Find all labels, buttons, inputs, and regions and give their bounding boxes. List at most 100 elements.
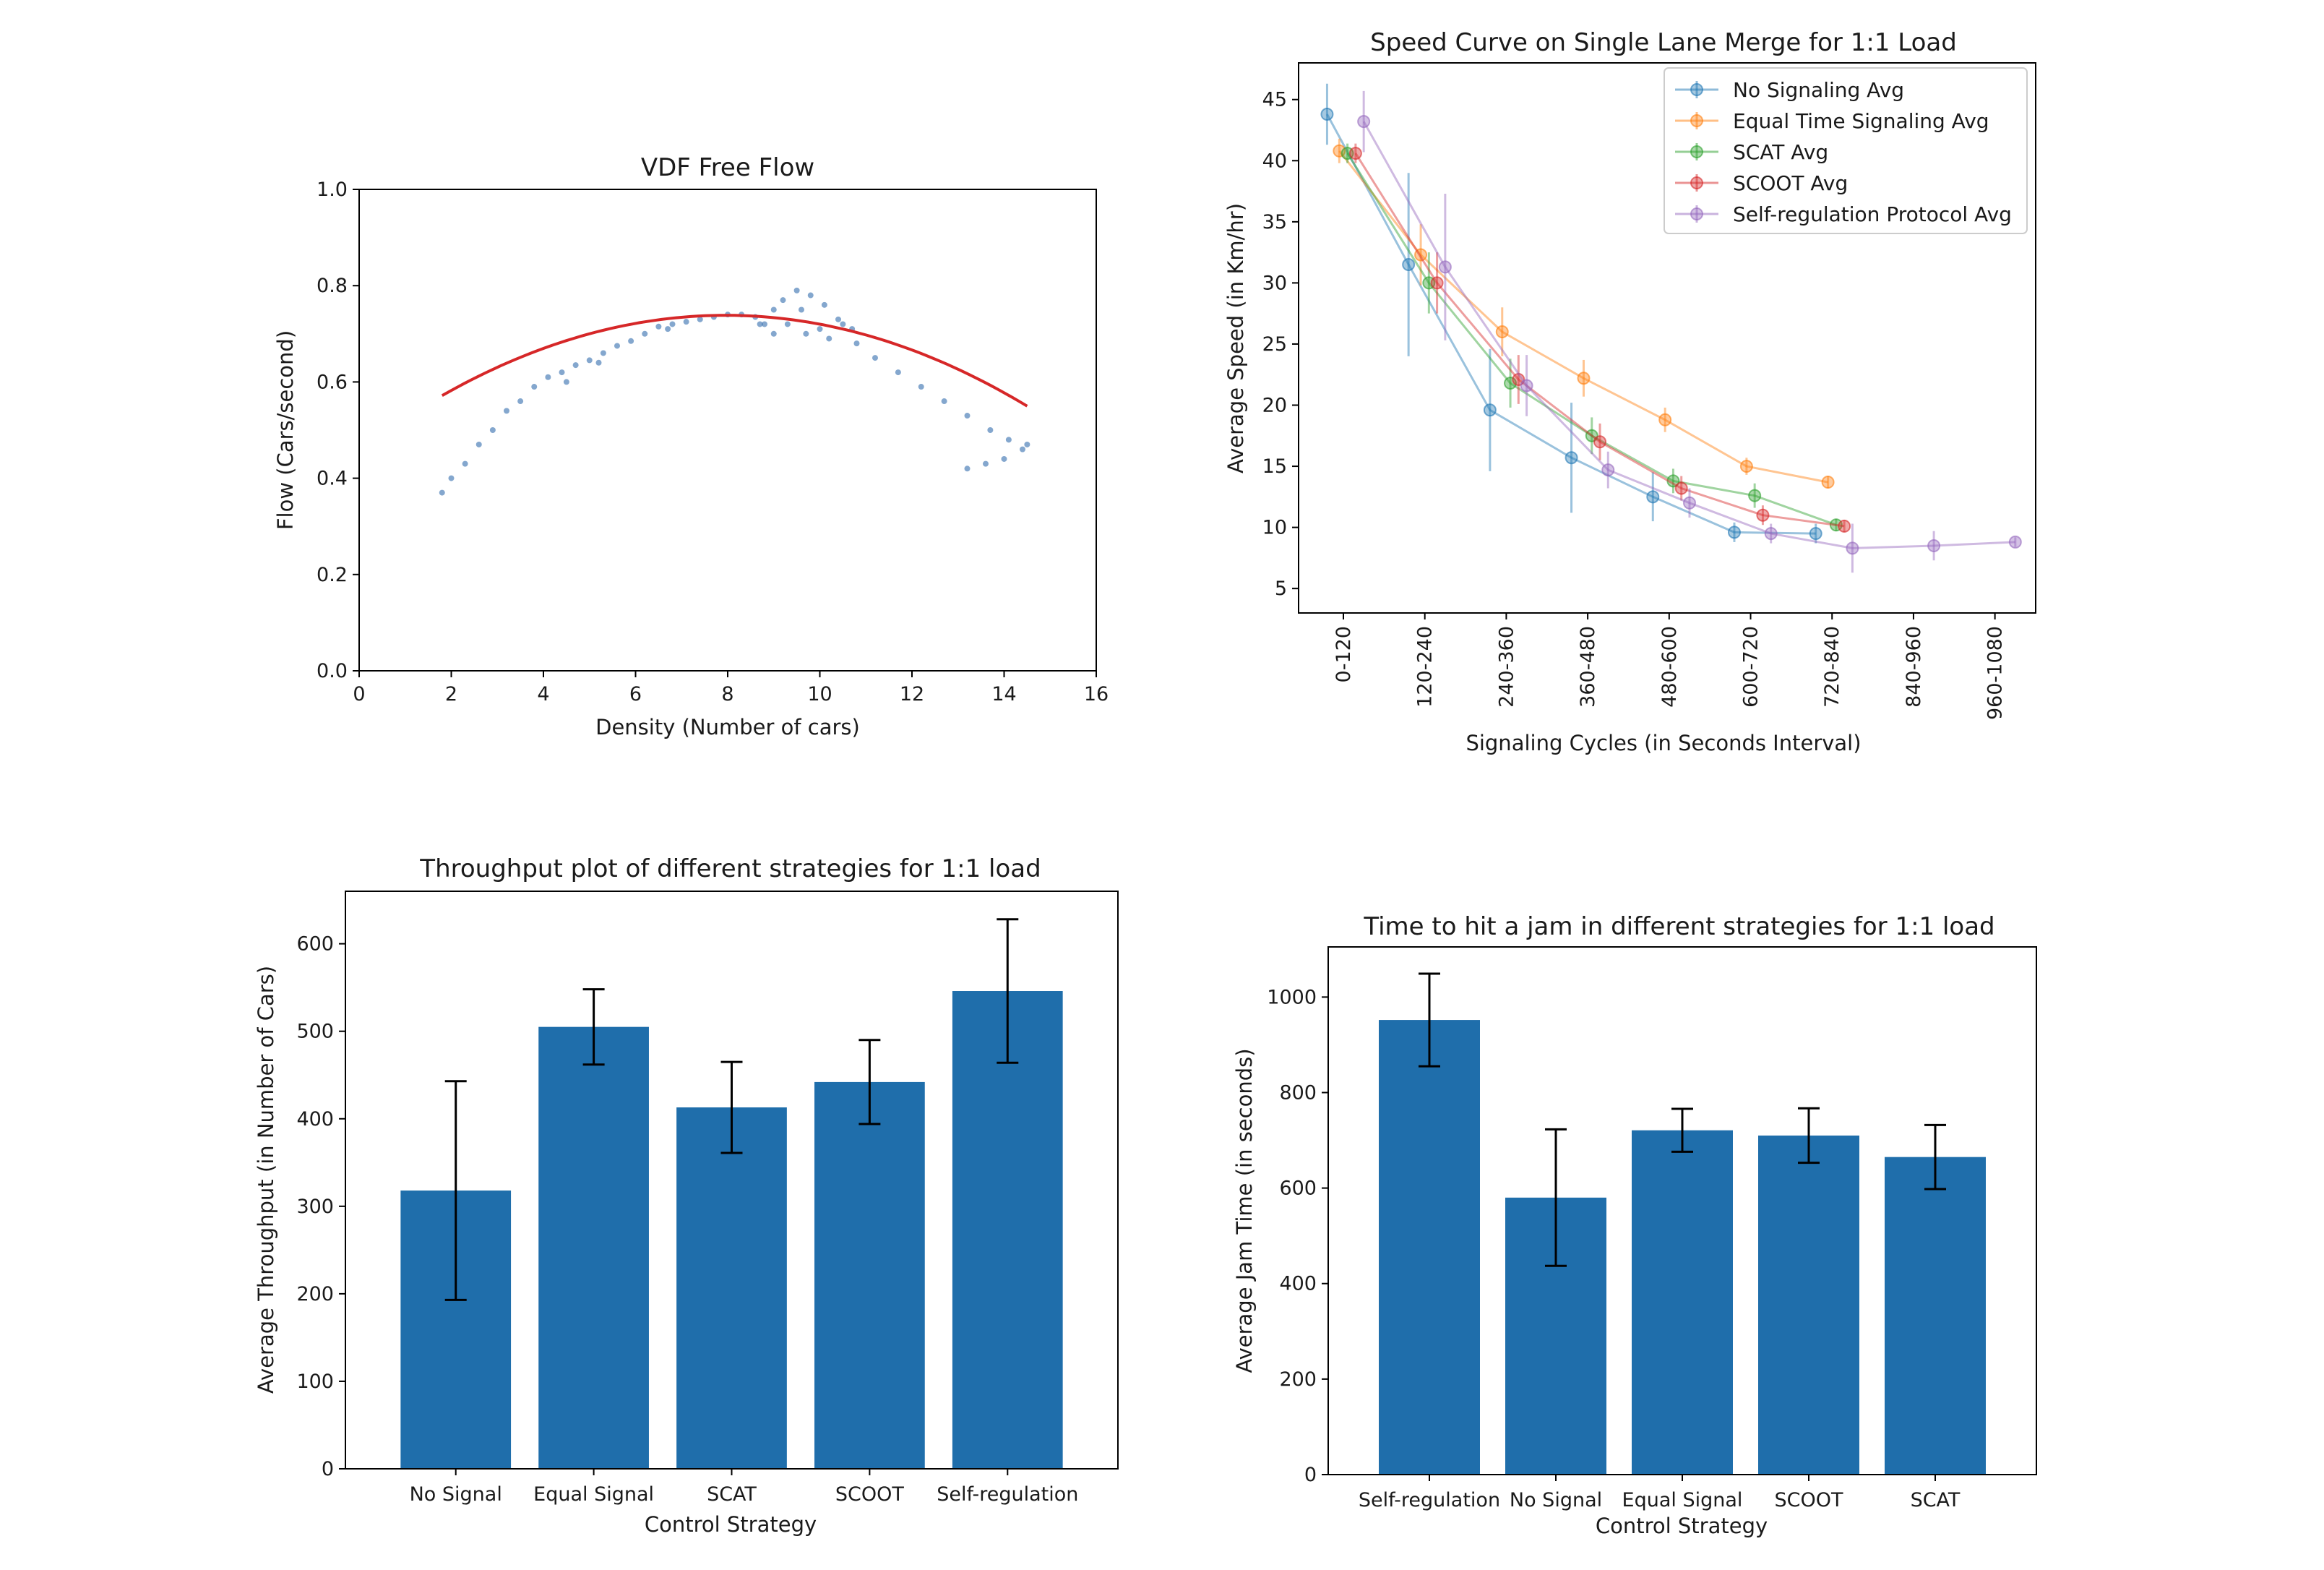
- speed-data-point: [1846, 541, 1859, 555]
- vdf-data-point: [770, 330, 777, 337]
- speed-legend-marker: [1690, 207, 1703, 220]
- vdf-chart: VDF Free Flow 0 2 4 6 8 10 12 14 16 0.0 0.2 0.4 0.6 0…: [273, 153, 1109, 739]
- vdf-data-point: [563, 379, 569, 385]
- speed-chart: Speed Curve on Single Lane Merge for 1:1…: [1223, 28, 2036, 755]
- speed-xtick-label: 0-120: [1333, 626, 1355, 682]
- speed-ytick-label: 20: [1262, 395, 1287, 417]
- speed-xtick-label: 960-1080: [1984, 626, 2007, 720]
- vdf-ytick-label: 1.0: [317, 179, 348, 201]
- vdf-data-point: [1020, 446, 1025, 452]
- jam-xtick-label: SCAT: [1911, 1489, 1961, 1511]
- vdf-data-point: [918, 384, 924, 390]
- speed-data-point: [1658, 413, 1672, 426]
- vdf-data-point: [983, 460, 989, 467]
- jam-bar: [1632, 1130, 1733, 1475]
- speed-legend-item: SCAT Avg: [1675, 140, 1828, 164]
- speed-ytick-label: 5: [1275, 578, 1287, 600]
- speed-data-point: [1646, 490, 1660, 504]
- speed-legend-label: No Signaling Avg: [1733, 78, 1904, 102]
- vdf-data-point: [669, 321, 676, 327]
- throughput-bar: [538, 1026, 649, 1469]
- jam-xlabel: Control Strategy: [1596, 1514, 1768, 1538]
- speed-series-line: [1346, 153, 1837, 526]
- vdf-data-point: [807, 292, 814, 299]
- speed-data-point: [1764, 527, 1778, 541]
- speed-legend-item: Equal Time Signaling Avg: [1675, 109, 1989, 133]
- speed-data-point: [1809, 527, 1822, 541]
- throughput-xtick-label: Self-regulation: [937, 1483, 1078, 1506]
- jam-xtick-label: No Signal: [1510, 1489, 1602, 1511]
- throughput-title: Throughput plot of different strategies …: [419, 854, 1041, 883]
- speed-data-point: [1320, 108, 1334, 121]
- speed-ytick-label: 15: [1262, 455, 1287, 478]
- vdf-data-point: [655, 323, 662, 330]
- vdf-data-point: [517, 398, 524, 405]
- throughput-ytick-label: 200: [296, 1283, 334, 1305]
- jam-ylabel: Average Jam Time (in seconds): [1232, 1048, 1257, 1373]
- vdf-data-point: [964, 413, 971, 419]
- vdf-data-point: [964, 466, 971, 472]
- speed-data-point: [1748, 489, 1762, 502]
- speed-data-point: [1430, 276, 1444, 290]
- vdf-ytick-label: 0.6: [317, 371, 348, 393]
- vdf-data-point: [462, 460, 468, 467]
- jam-bar: [1885, 1157, 1986, 1475]
- speed-data-point: [1357, 115, 1371, 129]
- vdf-ytick-label: 0.0: [317, 660, 348, 682]
- jam-ytick-label: 400: [1279, 1273, 1317, 1295]
- speed-legend-marker: [1690, 176, 1703, 189]
- vdf-data-point: [600, 350, 606, 356]
- vdf-data-point: [835, 316, 841, 322]
- speed-xtick-label: 240-360: [1495, 626, 1518, 708]
- jam-bar: [1758, 1135, 1859, 1475]
- speed-xtick-label: 120-240: [1414, 626, 1437, 708]
- jam-xtick-label: SCOOT: [1775, 1489, 1843, 1511]
- vdf-data-point: [1024, 441, 1030, 447]
- throughput-plot-frame: [345, 891, 1119, 1470]
- vdf-data-point: [665, 326, 671, 333]
- vdf-xtick-label: 4: [537, 683, 549, 705]
- vdf-plot-frame: [358, 189, 1097, 672]
- speed-legend-item: Self-regulation Protocol Avg: [1675, 202, 2012, 226]
- throughput-xlabel: Control Strategy: [645, 1512, 817, 1537]
- vdf-data-point: [821, 301, 827, 308]
- speed-data-point: [1666, 474, 1680, 488]
- jam-ytick-label: 600: [1279, 1178, 1317, 1200]
- jam-ytick-label: 200: [1279, 1368, 1317, 1391]
- speed-ytick-label: 40: [1262, 150, 1287, 172]
- vdf-data-point: [799, 306, 804, 313]
- speed-data-point: [1414, 248, 1428, 262]
- speed-plot-frame: [1298, 62, 2036, 614]
- speed-xtick-label: 600-720: [1740, 626, 1763, 708]
- jam-title: Time to hit a jam in different strategie…: [1363, 912, 1994, 941]
- jam-xtick-label: Self-regulation: [1359, 1489, 1500, 1511]
- throughput-bar: [952, 991, 1063, 1469]
- speed-ytick-label: 30: [1262, 272, 1287, 294]
- speed-legend-item: SCOOT Avg: [1675, 171, 1848, 195]
- vdf-data-point: [780, 297, 786, 304]
- vdf-data-point: [1005, 437, 1012, 443]
- throughput-ytick-label: 300: [296, 1196, 334, 1218]
- speed-series-3: [1348, 143, 1851, 533]
- vdf-xlabel: Density (Number of cars): [595, 715, 860, 739]
- speed-series-line: [1362, 121, 2015, 549]
- vdf-data-point: [817, 326, 823, 333]
- speed-legend-marker: [1690, 83, 1703, 96]
- speed-data-point: [1727, 526, 1741, 539]
- speed-data-point: [1838, 519, 1851, 533]
- throughput-xtick-label: SCAT: [707, 1483, 757, 1506]
- vdf-data-point: [793, 287, 800, 293]
- speed-legend-label: SCAT Avg: [1733, 140, 1828, 164]
- vdf-xtick-label: 8: [721, 683, 733, 705]
- vdf-fit-curve: [441, 314, 1028, 408]
- vdf-data-point: [545, 374, 551, 380]
- vdf-ytick-label: 0.4: [317, 468, 348, 490]
- throughput-bar: [676, 1107, 787, 1469]
- vdf-data-point: [595, 359, 602, 366]
- speed-ytick-label: 35: [1262, 211, 1287, 233]
- throughput-ytick-label: 100: [296, 1370, 334, 1393]
- speed-legend-marker: [1690, 145, 1703, 158]
- speed-legend-box: [1664, 67, 2028, 234]
- vdf-data-point: [559, 369, 565, 376]
